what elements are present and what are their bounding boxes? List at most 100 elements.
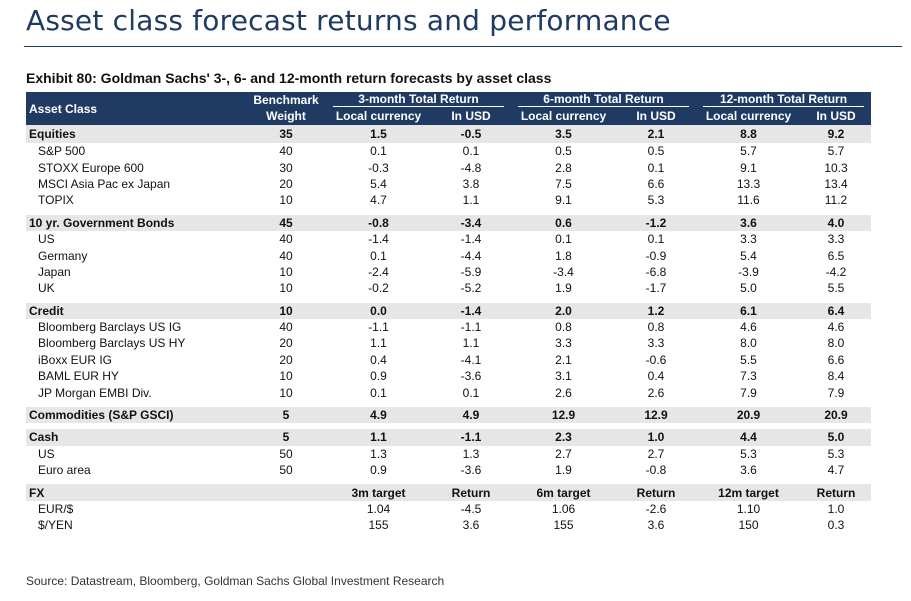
cell-w: 50 (279, 446, 293, 461)
category-row: 10 yr. Government Bonds 45 -0.8 -3.4 0.6 -1.2… (26, 214, 872, 231)
table-row: MSCI Asia Pac ex Japan 20 5.4 3.8 7.5 6.6 13.3… (26, 176, 871, 192)
cell-u12: 5.7 (827, 144, 845, 159)
header-benchmark: Benchmark (246, 92, 326, 107)
row-label: Cash (26, 429, 246, 446)
cell-u12: Return (801, 484, 872, 501)
table-row: Germany 40 0.1 -4.4 1.8 -0.9 5.4 6.5 (26, 247, 871, 263)
cell-u12: -4.2 (825, 264, 847, 279)
cell-w: 20 (279, 352, 293, 367)
cell-l6: 2.6 (555, 385, 572, 400)
cell-l12: 9.1 (740, 160, 757, 175)
cell-l6: 2.3 (511, 429, 616, 446)
row-label: US (38, 446, 55, 461)
cell-l3: -1.1 (368, 320, 389, 335)
cell-u3: 4.9 (431, 406, 511, 424)
header-group-6m: 6-month Total Return (511, 92, 696, 107)
row-label: STOXX Europe 600 (38, 160, 144, 175)
header-local-currency-12m: Local currency (696, 107, 801, 125)
cell-w: 5 (246, 429, 326, 446)
cell-l12: 5.4 (740, 248, 757, 263)
cell-u12: 5.3 (827, 446, 845, 461)
cell-l6: 2.0 (511, 302, 616, 319)
header-asset-class: Asset Class (26, 92, 246, 125)
cell-l3: 3m target (326, 484, 431, 501)
category-row: Equities 35 1.5 -0.5 3.5 2.1 8.8 9.2 (26, 125, 872, 143)
cell-w: 10 (279, 385, 293, 400)
row-label: S&P 500 (38, 144, 86, 159)
table-row: UK 10 -0.2 -5.2 1.9 -1.7 5.0 5.5 (26, 280, 871, 296)
cell-l12: 4.4 (696, 429, 801, 446)
cell-l6: 3.1 (555, 369, 572, 384)
cell-w: 5 (246, 406, 326, 424)
cell-l12: 11.6 (737, 193, 760, 208)
cell-u3: 1.1 (462, 336, 480, 351)
category-row: Credit 10 0.0 -1.4 2.0 1.2 6.1 6.4 (26, 302, 872, 319)
cell-w: 40 (279, 232, 293, 247)
cell-u3: -5.9 (460, 264, 482, 279)
cell-l12: 5.5 (740, 352, 757, 367)
cell-w: 30 (279, 160, 293, 175)
cell-l6: 9.1 (555, 193, 572, 208)
cell-w: 20 (279, 176, 293, 191)
cell-l6: 2.8 (555, 160, 572, 175)
cell-u12: 7.9 (827, 385, 845, 400)
row-label: 10 yr. Government Bonds (26, 214, 246, 231)
cell-l3: 0.4 (370, 352, 387, 367)
cell-u6: 3.3 (647, 336, 665, 351)
row-label: TOPIX (38, 193, 74, 208)
cell-u3: -3.6 (460, 369, 482, 384)
cell-u6: 0.5 (647, 144, 665, 159)
cell-u3: 0.1 (462, 144, 480, 159)
row-label: Germany (38, 248, 88, 263)
table-row: US 50 1.3 1.3 2.7 2.7 5.3 5.3 (26, 446, 871, 462)
header-group-3m: 3-month Total Return (326, 92, 511, 107)
header-in-usd-6m: In USD (616, 107, 696, 125)
cell-w: 10 (279, 369, 293, 384)
cell-l3: 0.0 (326, 302, 431, 319)
cell-w: 40 (279, 144, 293, 159)
cell-w: 45 (246, 214, 326, 231)
cell-l3: 1.3 (370, 446, 387, 461)
row-label: UK (38, 281, 55, 296)
cell-l3: 0.9 (370, 463, 387, 478)
cell-l12: 7.9 (740, 385, 757, 400)
cell-u6: -1.2 (616, 214, 696, 231)
cell-w: 10 (246, 302, 326, 319)
cell-u6: -2.6 (645, 502, 667, 516)
cell-l12: 5.3 (740, 446, 757, 461)
cell-l6: 0.1 (555, 232, 572, 247)
cell-l12: 12m target (696, 484, 801, 501)
cell-u3: 1.1 (462, 193, 480, 208)
cell-w: 35 (246, 125, 326, 143)
cell-w: 20 (279, 336, 293, 351)
cell-u3: 3.6 (462, 518, 480, 533)
forecast-table: Asset Class Benchmark 3-month Total Retu… (26, 92, 872, 534)
cell-u6: 12.9 (616, 406, 696, 424)
cell-u6: -6.8 (645, 264, 667, 279)
cell-u6: 3.6 (647, 518, 665, 533)
cell-u3: 3.8 (462, 176, 480, 191)
table-row: EUR/$ 1.04 -4.5 1.06 -2.6 1.10 1.0 (26, 501, 871, 517)
header-row-columns: Weight Local currency In USD Local curre… (26, 107, 872, 125)
table-row: US 40 -1.4 -1.4 0.1 0.1 3.3 3.3 (26, 231, 871, 247)
cell-u3: 1.3 (462, 446, 480, 461)
cell-l6: 1.8 (555, 248, 572, 263)
category-row: FX 3m target Return 6m target Return 12m targ… (26, 484, 872, 501)
cell-u6: -0.8 (645, 463, 667, 478)
cell-u12: 8.0 (827, 336, 845, 351)
cell-u12: 4.0 (801, 214, 872, 231)
cell-u6: 0.8 (647, 320, 665, 335)
cell-l12: 8.8 (696, 125, 801, 143)
header-in-usd-3m: In USD (431, 107, 511, 125)
table-row: STOXX Europe 600 30 -0.3 -4.8 2.8 0.1 9.1 10.3 (26, 159, 871, 175)
row-label: Bloomberg Barclays US IG (38, 320, 182, 335)
cell-l6: 6m target (511, 484, 616, 501)
row-label: Bloomberg Barclays US HY (38, 336, 186, 351)
cell-u12: 4.7 (827, 463, 845, 478)
cell-u6: 2.7 (647, 446, 665, 461)
cell-u12: 11.2 (824, 193, 848, 208)
cell-l6: -3.4 (553, 264, 574, 279)
cell-u3: -5.2 (460, 281, 482, 296)
cell-l3: 0.1 (370, 144, 387, 159)
header-in-usd-12m: In USD (801, 107, 872, 125)
